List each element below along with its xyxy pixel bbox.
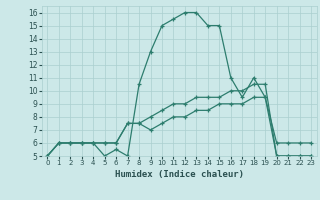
X-axis label: Humidex (Indice chaleur): Humidex (Indice chaleur) — [115, 170, 244, 179]
